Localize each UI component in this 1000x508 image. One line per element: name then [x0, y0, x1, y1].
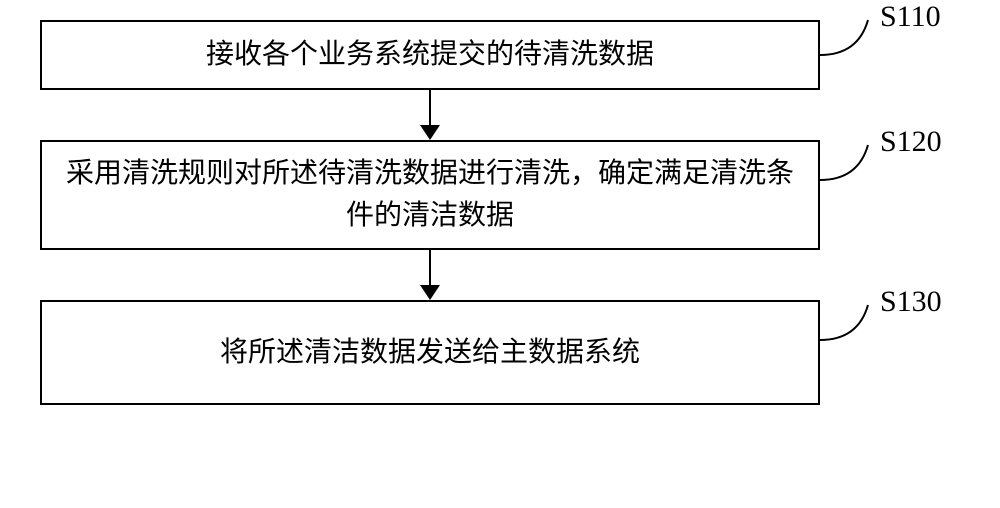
- step-label-s110: S110: [880, 0, 941, 34]
- arrow-1: [40, 90, 820, 140]
- step-box-s120: 采用清洗规则对所述待清洗数据进行清洗，确定满足清洗条件的清洁数据: [40, 140, 820, 250]
- step-label-s130: S130: [880, 285, 942, 319]
- arrow-head-1: [420, 125, 440, 140]
- arrow-line-1: [429, 90, 431, 125]
- step-text-s110: 接收各个业务系统提交的待清洗数据: [206, 34, 654, 76]
- arrow-head-2: [420, 285, 440, 300]
- step-box-s130: 将所述清洁数据发送给主数据系统: [40, 300, 820, 405]
- step-text-s120: 采用清洗规则对所述待清洗数据进行清洗，确定满足清洗条件的清洁数据: [62, 153, 798, 237]
- arrow-2: [40, 250, 820, 300]
- step-label-s120: S120: [880, 125, 942, 159]
- flowchart-container: 接收各个业务系统提交的待清洗数据 S110 采用清洗规则对所述待清洗数据进行清洗…: [40, 20, 960, 405]
- arrow-line-2: [429, 250, 431, 285]
- step-text-s130: 将所述清洁数据发送给主数据系统: [220, 332, 640, 374]
- step-box-s110: 接收各个业务系统提交的待清洗数据: [40, 20, 820, 90]
